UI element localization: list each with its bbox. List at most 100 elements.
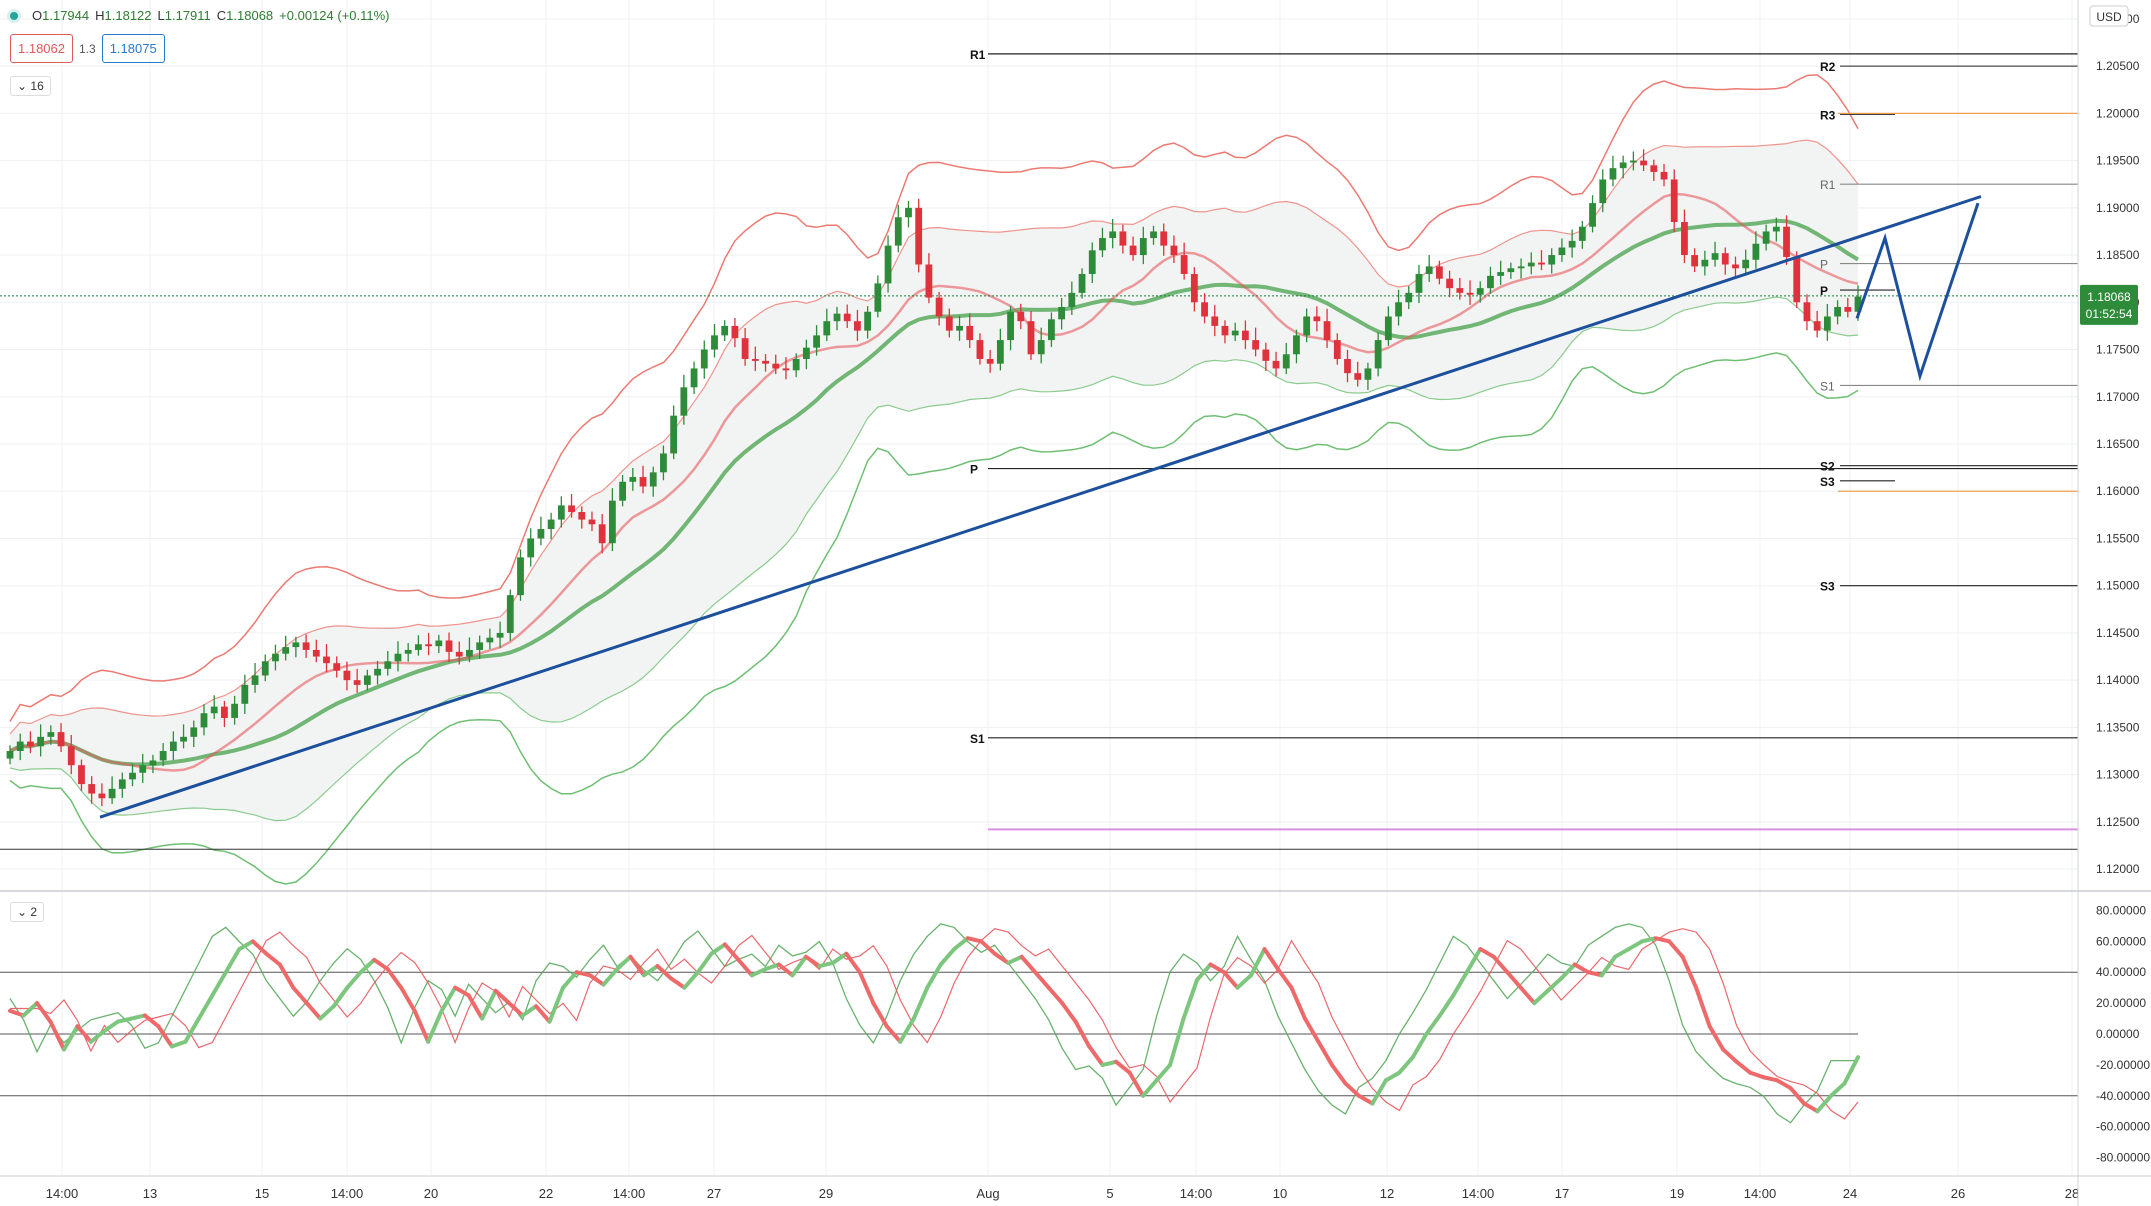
oscillator-main-segment (1208, 962, 1227, 975)
stoch-fast-line (9, 923, 1858, 1124)
candle-body (1589, 203, 1596, 227)
time-tick-label: 10 (1273, 1186, 1287, 1201)
candle-body (343, 670, 351, 681)
candle-body (1415, 273, 1423, 293)
candle-body (47, 732, 55, 737)
oscillator-tick-label: -60.00000 (2096, 1120, 2150, 1134)
candle-body (1272, 360, 1280, 369)
candle-body (302, 642, 310, 650)
oscillator-main-segment (169, 1039, 188, 1049)
candle-body (1293, 335, 1300, 355)
candle-body (588, 519, 596, 525)
candle-body (159, 751, 167, 761)
candle-body (1435, 266, 1443, 279)
oscillator-main-segment (561, 970, 579, 990)
oscillator-main-segment (34, 1001, 53, 1024)
candle-body (1813, 321, 1821, 331)
oscillator-main-segment (48, 1019, 66, 1052)
oscillator-main-segment (412, 1008, 431, 1044)
candle-body (445, 640, 453, 652)
time-tick-label: 27 (707, 1186, 721, 1201)
oscillator-main-segment (1491, 954, 1510, 975)
oscillator-main-segment (965, 936, 984, 944)
candle-body (1119, 231, 1127, 246)
candle-body (1681, 222, 1688, 256)
candle-body (1354, 373, 1362, 380)
oscillator-main-segment (1572, 962, 1591, 975)
price-tick-label: 1.15500 (2096, 531, 2140, 545)
price-tick-label: 1.13000 (2096, 768, 2140, 782)
candle-body (1242, 330, 1249, 341)
candle-body (721, 325, 729, 336)
lower-band-inner (9, 296, 1859, 822)
oscillator-main-segment (129, 1013, 147, 1021)
oscillator-main-segment (264, 951, 282, 967)
candle-body (547, 519, 555, 530)
price-tick-label: 1.20000 (2096, 106, 2140, 120)
pivot-label-left: S1 (970, 732, 985, 746)
candle-body (1109, 231, 1117, 239)
time-tick-label: 28 (2065, 1186, 2079, 1201)
oscillator-main-segment (1329, 1062, 1348, 1086)
candle-body (1007, 311, 1014, 341)
time-tick-label: 26 (1951, 1186, 1965, 1201)
sell-button[interactable]: 1.18062 (10, 34, 73, 63)
candle-body (1364, 368, 1372, 380)
candle-body (986, 358, 994, 364)
oscillator-main-segment (75, 1024, 93, 1044)
oscillator-main-segment (8, 1008, 26, 1018)
oscillator-main-segment (1775, 1078, 1793, 1091)
indicators-toggle-button[interactable]: ⌄ 16 (10, 76, 51, 96)
buy-button[interactable]: 1.18075 (101, 34, 165, 63)
candle-body (37, 736, 45, 747)
candle-body (874, 283, 882, 312)
candle-body (1466, 292, 1474, 295)
oscillator-main-segment (1343, 1081, 1361, 1098)
close-value: 1.18068 (226, 8, 274, 23)
oscillator-toggle-button[interactable]: ⌄ 2 (10, 902, 45, 922)
candle-body (751, 358, 759, 361)
change-value: +0.00124 (+0.11%) (279, 8, 390, 23)
price-tick-label: 1.12500 (2096, 815, 2140, 829)
candle-body (1211, 316, 1219, 326)
candle-body (1640, 160, 1647, 166)
candle-body (1558, 247, 1566, 256)
oscillator-main-segment (88, 1028, 107, 1044)
candle-body (1783, 226, 1790, 257)
oscillator-main-segment (1640, 936, 1658, 944)
candle-body (1221, 325, 1229, 336)
candle-body (1629, 160, 1637, 163)
upper-band-outer (9, 74, 1859, 722)
oscillator-main-segment (1626, 939, 1645, 952)
candle-body (312, 649, 320, 657)
candle-body (88, 784, 96, 794)
oscillator-main-segment (466, 993, 485, 1021)
oscillator-main-segment (1478, 947, 1496, 959)
candle-body (996, 340, 1004, 364)
candle-body (1721, 253, 1729, 265)
price-tick-label: 1.14000 (2096, 673, 2140, 687)
pivot-label-right: R3 (1820, 108, 1836, 122)
moving-average-slow (9, 218, 1860, 767)
oscillator-main-segment (817, 960, 835, 969)
oscillator-main-segment (1100, 1059, 1119, 1067)
pivot-label-right: P (1820, 284, 1828, 298)
candle-body (1619, 162, 1627, 169)
candle-body (394, 653, 402, 662)
candle-body (292, 642, 300, 648)
oscillator-main-segment (1154, 1062, 1173, 1083)
oscillator-main-segment (1316, 1039, 1334, 1067)
pivot-label-right: P (1820, 258, 1828, 272)
time-tick-label: 20 (424, 1186, 438, 1201)
currency-badge (2089, 5, 2129, 27)
price-tick-label: 1.17000 (2096, 390, 2140, 404)
oscillator-main-segment (668, 976, 687, 990)
upper-band-inner (9, 139, 1859, 735)
trend-drawings[interactable] (99, 195, 1982, 819)
candle-body (323, 656, 330, 664)
oscillator-main-segment (250, 939, 269, 956)
oscillator-main-segment (1653, 936, 1672, 944)
candle-body (200, 713, 208, 728)
time-tick-label: 14:00 (1462, 1186, 1495, 1201)
